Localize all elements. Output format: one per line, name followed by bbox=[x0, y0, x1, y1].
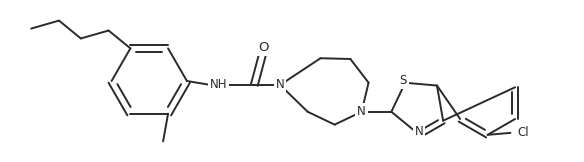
Text: N: N bbox=[357, 105, 366, 118]
Text: N: N bbox=[415, 125, 423, 138]
Text: O: O bbox=[258, 41, 269, 54]
Text: Cl: Cl bbox=[517, 126, 529, 139]
Text: S: S bbox=[399, 74, 407, 87]
Text: NH: NH bbox=[210, 78, 227, 92]
Text: N: N bbox=[276, 78, 284, 92]
